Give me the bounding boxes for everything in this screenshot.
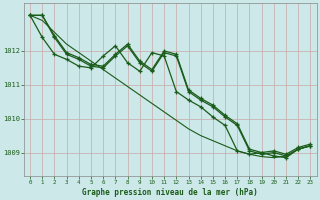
- X-axis label: Graphe pression niveau de la mer (hPa): Graphe pression niveau de la mer (hPa): [82, 188, 258, 197]
